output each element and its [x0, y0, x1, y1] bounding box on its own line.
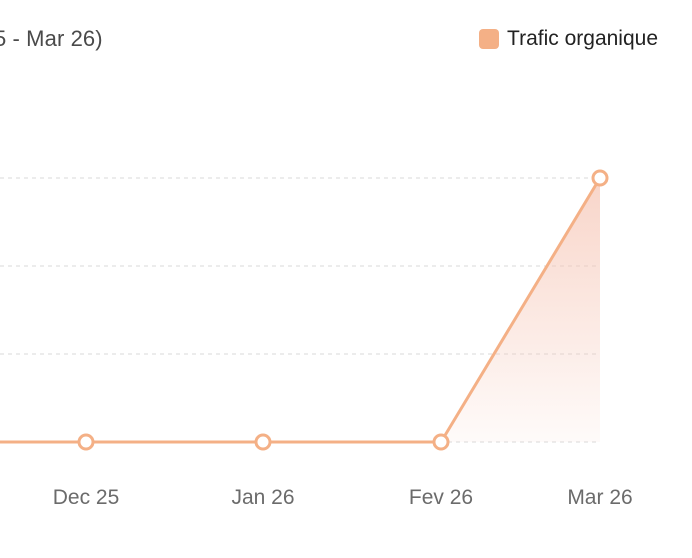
legend-label: Trafic organique — [507, 27, 658, 50]
series-area — [0, 178, 600, 442]
x-tick-label: Jan 26 — [231, 486, 294, 509]
data-point-fev-26[interactable] — [432, 433, 450, 451]
x-tick-label: Dec 25 — [53, 486, 120, 509]
data-point-jan-26[interactable] — [254, 433, 272, 451]
data-point-mar-26[interactable] — [591, 169, 609, 187]
data-points — [77, 169, 609, 451]
legend[interactable]: Trafic organique — [479, 27, 658, 51]
data-point-dec-25[interactable] — [77, 433, 95, 451]
x-tick-label: Mar 26 — [567, 486, 632, 509]
x-axis-ticks: Dec 25 Jan 26 Fev 26 Mar 26 — [53, 486, 633, 509]
legend-swatch — [479, 29, 500, 49]
x-tick-label: Fev 26 — [409, 486, 473, 509]
chart-title: 5 - Mar 26) — [0, 26, 103, 51]
area-fill — [0, 178, 600, 442]
